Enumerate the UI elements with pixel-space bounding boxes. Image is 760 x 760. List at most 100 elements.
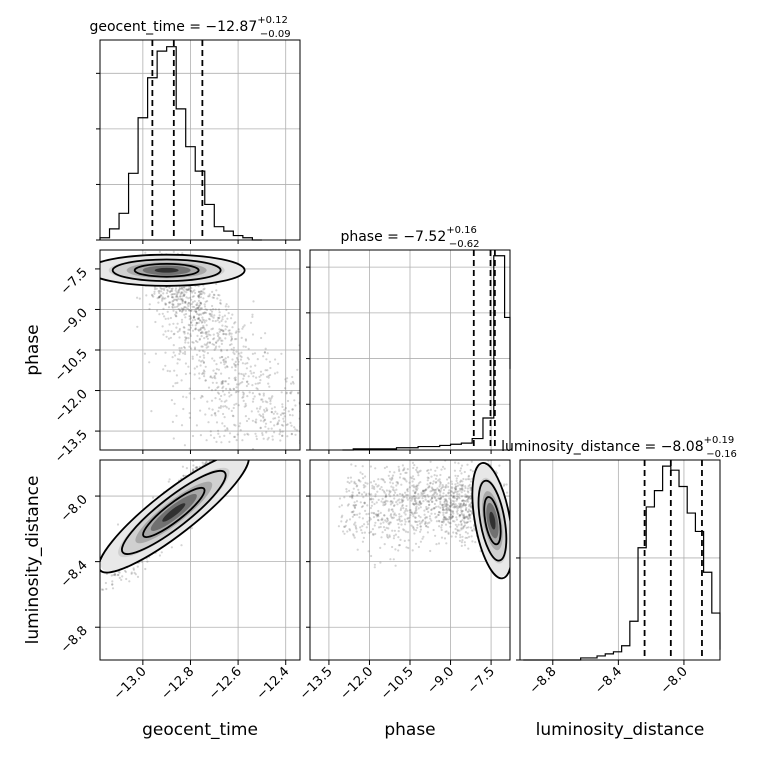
sample-point [382, 526, 386, 529]
sample-point [437, 497, 440, 500]
sample-point [241, 433, 243, 435]
sample-point [234, 424, 237, 427]
sample-point [266, 369, 269, 372]
sample-point [274, 358, 277, 361]
sample-point [202, 291, 205, 294]
sample-point [181, 309, 184, 312]
panel-frame [519, 459, 721, 661]
sample-point [255, 435, 258, 438]
sample-point [467, 485, 470, 488]
sample-point [178, 352, 181, 355]
sample-point [220, 356, 223, 359]
sample-point [199, 296, 203, 299]
sample-point [455, 505, 458, 508]
x-tick-label: −8.0 [658, 664, 691, 697]
sample-point [290, 433, 293, 436]
sample-point [380, 536, 383, 539]
sample-point [216, 316, 220, 319]
sample-point [206, 341, 210, 344]
sample-point [207, 317, 211, 320]
sample-point [456, 495, 459, 498]
sample-point [251, 392, 254, 395]
sample-point [136, 575, 140, 579]
sample-point [381, 531, 384, 534]
sample-point [156, 309, 159, 312]
sample-point [201, 349, 204, 352]
sample-point [281, 412, 284, 415]
sample-point [164, 302, 167, 305]
sample-point [458, 505, 461, 508]
sample-point [205, 319, 208, 322]
sample-point [408, 509, 411, 512]
sample-point [219, 455, 221, 457]
sample-point [417, 474, 420, 477]
sample-point [213, 343, 216, 346]
sample-point [413, 512, 416, 515]
sample-point [117, 573, 120, 577]
sample-point [233, 377, 236, 380]
sample-point [190, 298, 193, 301]
sample-point [470, 535, 473, 538]
sample-point [406, 490, 409, 493]
sample-point [354, 521, 357, 524]
sample-point [219, 302, 222, 305]
sample-point [227, 445, 229, 447]
sample-point [388, 523, 391, 526]
sample-point [461, 488, 464, 491]
sample-point [399, 538, 402, 542]
sample-point [418, 501, 421, 504]
sample-point [199, 302, 202, 305]
sample-point [224, 361, 227, 364]
sample-point [416, 466, 419, 469]
sample-point [361, 472, 364, 476]
sample-point [351, 510, 354, 514]
sample-point [120, 578, 123, 582]
sample-point [234, 391, 237, 394]
panel-frame [99, 39, 301, 241]
sample-point [468, 497, 471, 500]
sample-point [232, 351, 235, 354]
sample-point [409, 509, 412, 512]
sample-point [351, 497, 354, 500]
sample-point [340, 504, 343, 507]
sample-point [465, 521, 469, 524]
sample-point [456, 493, 459, 496]
sample-point [177, 289, 180, 292]
sample-point [170, 289, 173, 292]
sample-point [262, 420, 265, 423]
sample-point [447, 509, 450, 512]
sample-point [250, 410, 253, 413]
sample-point [201, 330, 204, 333]
sample-point [390, 516, 393, 519]
sample-point [223, 380, 227, 383]
sample-point [447, 507, 450, 510]
sample-point [267, 436, 270, 439]
sample-point [179, 292, 182, 296]
sample-point [363, 501, 366, 504]
sample-point [273, 406, 276, 409]
sample-point [173, 292, 177, 296]
sample-point [414, 499, 417, 502]
sample-point [258, 381, 261, 385]
sample-point [370, 504, 373, 507]
sample-point [168, 286, 171, 289]
sample-point [438, 489, 441, 493]
sample-point [235, 390, 238, 393]
sample-point [445, 507, 448, 510]
sample-point [200, 290, 203, 293]
sample-point [200, 335, 203, 338]
sample-point [191, 329, 195, 332]
sample-point [148, 303, 151, 306]
sample-point [379, 561, 382, 564]
sample-point [217, 385, 220, 388]
sample-point [222, 452, 224, 454]
density-layer [100, 253, 510, 580]
sample-point [216, 339, 219, 342]
sample-point [467, 500, 470, 503]
sample-point [198, 296, 201, 299]
sample-point [209, 334, 212, 337]
sample-point [377, 498, 380, 501]
sample-point [153, 286, 156, 289]
sample-point [168, 301, 171, 304]
sample-point [353, 523, 356, 526]
